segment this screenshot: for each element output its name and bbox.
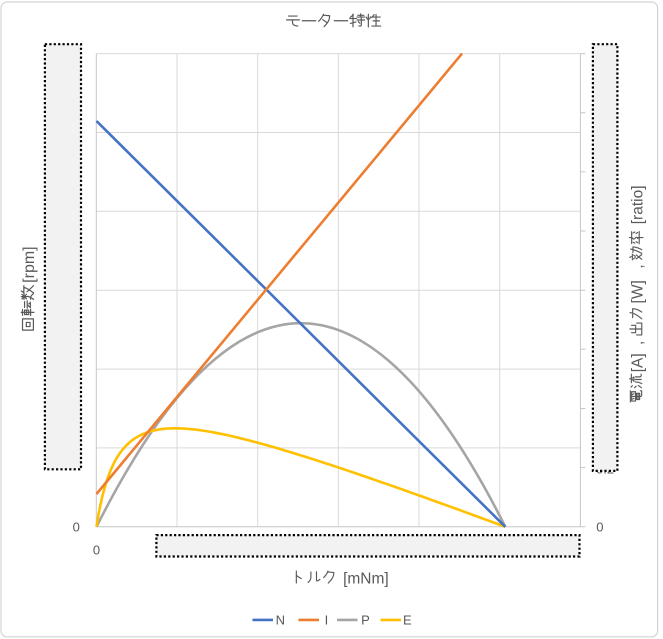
svg-text:[rpm]: [rpm] [21, 246, 38, 282]
svg-text:N: N [276, 612, 285, 627]
svg-text:[A]: [A] [629, 353, 646, 372]
svg-text:E: E [403, 612, 412, 627]
svg-text:,: , [629, 341, 646, 345]
svg-text:0: 0 [73, 519, 80, 534]
svg-text:[ratio]: [ratio] [629, 185, 646, 224]
svg-text:P: P [361, 612, 370, 627]
svg-text:[mNm]: [mNm] [343, 570, 389, 587]
svg-text:0: 0 [93, 543, 100, 558]
svg-text:[W]: [W] [629, 280, 646, 303]
svg-text:,: , [629, 264, 646, 268]
svg-text:I: I [325, 612, 329, 627]
svg-text:0: 0 [596, 520, 603, 535]
